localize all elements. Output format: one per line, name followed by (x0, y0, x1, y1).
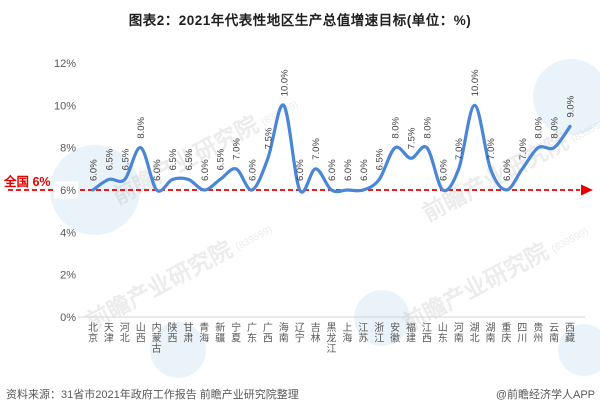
watermark-text: 前瞻产业研究院 (398, 238, 552, 337)
watermark-logo (150, 322, 206, 378)
chart-title: 图表2：2021年代表性地区生产总值增速目标(单位：%) (128, 13, 472, 28)
data-point-label: 6.5% (120, 148, 131, 170)
data-point-label: 7.5% (263, 127, 274, 149)
x-category-label: 陕西 (168, 321, 178, 345)
data-point-label: 6.5% (168, 148, 179, 170)
watermark-code: (839599) (260, 99, 301, 128)
x-category-label: 云南 (549, 323, 559, 345)
watermark-code: (839599) (234, 224, 275, 253)
x-category-label: 山西 (136, 322, 146, 345)
data-point-label: 7.0% (454, 138, 465, 160)
data-point-label: 8.0% (391, 116, 402, 138)
tick-label-backing (54, 181, 78, 199)
data-point-label: 8.0% (422, 116, 433, 138)
x-category-label: 广西 (263, 322, 273, 345)
data-point-label: 6.0% (295, 159, 306, 181)
x-category-label: 西藏 (565, 323, 575, 345)
data-point-label: 10.0% (470, 69, 481, 96)
arrow-head-icon (581, 184, 593, 196)
watermark-logo (533, 59, 600, 135)
x-category-label: 湖南 (486, 322, 496, 345)
x-category-label: 吉林 (311, 322, 321, 345)
x-category-label: 北京 (88, 322, 98, 345)
x-category-label: 山东 (438, 322, 448, 345)
data-point-label: 6.0% (502, 159, 513, 181)
data-point-label: 6.0% (89, 159, 100, 181)
data-point-label: 9.0% (566, 95, 577, 117)
data-point-label: 6.5% (216, 148, 227, 170)
data-point-label: 7.0% (486, 138, 497, 160)
x-category-label: 河北 (120, 322, 130, 345)
data-point-label: 7.5% (407, 127, 418, 149)
y-tick-label: 4% (60, 227, 76, 239)
x-category-label: 甘肃 (183, 321, 193, 345)
data-point-label: 6.5% (375, 148, 386, 170)
data-point-label: 7.0% (311, 138, 322, 160)
y-tick-label: 0% (60, 312, 76, 324)
x-category-label: 湖北 (470, 322, 480, 345)
x-category-label: 江苏 (358, 322, 368, 345)
watermark: 前瞻产业研究院(839599) (82, 224, 275, 335)
watermark-logo (354, 290, 410, 346)
watermark: 前瞻产业研究院(839599) (398, 226, 591, 337)
growth-line (91, 103, 572, 194)
x-category-label: 浙江 (374, 322, 384, 345)
national-target-label: 全国 6% (3, 174, 51, 189)
data-point-label: 8.0% (136, 116, 147, 138)
y-tick-label: 10% (54, 100, 76, 112)
data-point-label: 6.5% (184, 148, 195, 170)
x-category-label: 新疆 (215, 321, 225, 345)
x-category-label: 上海 (342, 322, 352, 345)
watermark-code: (839599) (550, 226, 591, 255)
x-category-label: 黑龙江 (327, 322, 337, 355)
x-category-label: 江西 (422, 322, 432, 345)
watermark-logo (558, 324, 600, 376)
data-point-label: 8.0% (550, 116, 561, 138)
data-point-label: 6.0% (438, 159, 449, 181)
data-point-label: 8.0% (534, 116, 545, 138)
x-category-label: 重庆 (501, 321, 511, 345)
credit-note: @前瞻经济学人APP (495, 389, 595, 401)
y-tick-label: 12% (54, 58, 76, 70)
x-category-label: 福建 (406, 321, 416, 345)
x-category-label: 安徽 (390, 321, 400, 345)
x-category-label: 天津 (104, 323, 114, 345)
x-category-label: 辽宁 (295, 322, 305, 345)
y-tick-label: 6% (60, 185, 76, 197)
y-tick-label: 8% (60, 143, 76, 155)
x-category-label: 贵州 (533, 321, 543, 345)
x-category-label: 河南 (454, 322, 464, 345)
data-point-label: 6.0% (152, 159, 163, 181)
x-category-label: 海南 (279, 321, 289, 345)
data-point-label: 7.0% (518, 138, 529, 160)
data-point-label: 7.0% (232, 138, 243, 160)
x-category-label: 青海 (199, 321, 209, 345)
data-point-label: 6.0% (248, 159, 259, 181)
data-point-label: 6.0% (343, 159, 354, 181)
data-point-label: 6.0% (200, 159, 211, 181)
y-tick-label: 2% (60, 270, 76, 282)
data-point-label: 6.0% (327, 159, 338, 181)
x-category-label: 内蒙古 (152, 321, 162, 355)
x-category-label: 四川 (517, 323, 527, 345)
source-note: 资料来源：31省市2021年政府工作报告 前瞻产业研究院整理 (6, 389, 299, 401)
x-category-label: 宁夏 (231, 321, 241, 345)
watermark-text: 前瞻产业研究院 (82, 236, 236, 335)
data-point-label: 6.0% (359, 159, 370, 181)
data-point-label: 6.5% (104, 148, 115, 170)
x-category-label: 广东 (247, 322, 257, 345)
data-point-label: 10.0% (279, 69, 290, 96)
